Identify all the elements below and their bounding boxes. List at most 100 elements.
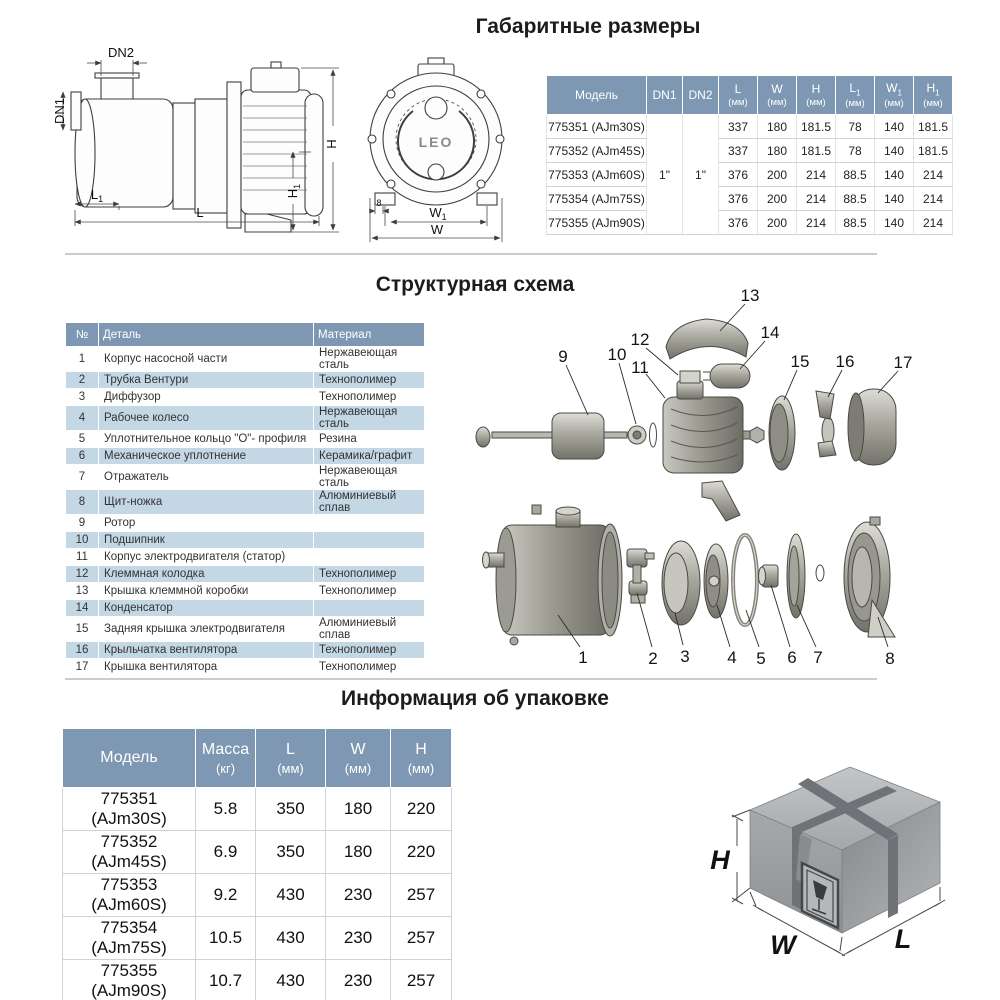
part-num: 3: [65, 388, 99, 406]
table-row: 10 Подшипник: [65, 531, 425, 549]
value-cell: 88.5: [835, 186, 875, 211]
table-row: 775351 (AJm30S) 1" 1" 337 180 181.5 78 1…: [546, 114, 953, 235]
part-name: Щит-ножка: [98, 489, 314, 515]
pump-side-view-drawing: DN2 DN1 H H1 L1 L: [55, 45, 339, 233]
part-label-6: 6: [787, 648, 796, 667]
table-row: 8 Щит-ножка Алюминиевый сплав: [65, 489, 425, 515]
part-num: 12: [65, 565, 99, 583]
dimension-lines: [60, 60, 339, 233]
table-row: 775354 (AJm75S) 10.5 430 230 257: [62, 916, 452, 960]
pack-col-model: Модель: [62, 728, 196, 788]
dim-col-l1: L1 (мм): [835, 75, 875, 115]
value-cell: 337: [718, 138, 758, 163]
table-row: 12 Клеммная колодка Технополимер: [65, 565, 425, 583]
part-name: Крыльчатка вентилятора: [98, 641, 314, 659]
part-label-2: 2: [648, 649, 657, 668]
pack-col-w: W (мм): [325, 728, 391, 788]
part-material: Алюминиевый сплав: [313, 489, 425, 515]
pack-header-row: Модель Масса (кг) L (мм) W (мм) H (мм): [62, 728, 452, 788]
value-cell: 140: [874, 162, 914, 187]
value-cell: 350: [255, 787, 326, 831]
section-divider: [65, 253, 877, 255]
table-row: 3 Диффузор Технополимер: [65, 388, 425, 406]
value-cell: 230: [325, 873, 391, 917]
value-cell: 214: [913, 210, 953, 235]
part-label-12: 12: [631, 330, 650, 349]
value-cell: 220: [390, 830, 452, 874]
section-title-packaging: Информация об упаковке: [341, 687, 609, 710]
model-cell: 775355 (AJm90S): [546, 210, 647, 235]
table-row: 15 Задняя крышка электродвигателя Алюминие…: [65, 616, 425, 642]
box-dim-w: W: [770, 930, 798, 960]
value-cell: 214: [913, 162, 953, 187]
dim-label-w1: W1: [429, 205, 446, 222]
mass-cell: 10.5: [195, 916, 256, 960]
part-name: Конденсатор: [98, 599, 314, 617]
model-cell: 775352 (AJm45S): [546, 138, 647, 163]
dim-col-dn2: DN2: [682, 75, 719, 115]
part-name: Корпус электродвигателя (статор): [98, 548, 314, 566]
part-num: 15: [65, 616, 99, 642]
pack-col-mass: Масса (кг): [195, 728, 256, 788]
model-cell: 775351 (AJm30S): [546, 114, 647, 139]
value-cell: 230: [325, 959, 391, 1000]
value-cell: 180: [757, 138, 797, 163]
value-cell: 214: [796, 186, 836, 211]
value-cell: 181.5: [796, 138, 836, 163]
leader-lines: [557, 303, 899, 648]
mass-cell: 5.8: [195, 787, 256, 831]
part-label-8: 8: [885, 649, 894, 668]
part-material: [313, 531, 425, 549]
dim-label-h: H: [324, 139, 339, 148]
pump-outline: [70, 61, 324, 233]
part-material: Керамика/графит: [313, 447, 425, 465]
table-row: 13 Крышка клеммной коробки Технополимер: [65, 582, 425, 600]
value-cell: 200: [757, 210, 797, 235]
dim-label-l: L: [196, 205, 203, 220]
part-num: 8: [65, 489, 99, 515]
table-row: 775353 (AJm60S) 376 200 214 88.5 140 214: [546, 162, 953, 187]
value-cell: 214: [796, 162, 836, 187]
part-name: Крышка вентилятора: [98, 658, 314, 676]
value-cell: 257: [390, 873, 452, 917]
part-labels: 1 2 3 4 5 6 7 8 9 10 11 12 13 14 15 16 1…: [558, 286, 912, 668]
part-material: [313, 514, 425, 532]
box-straps: [792, 778, 898, 918]
value-cell: 376: [718, 210, 758, 235]
model-cell: 775353 (AJm60S): [546, 162, 647, 187]
part-name: Трубка Вентури: [98, 371, 314, 389]
part-material: Нержавеющая сталь: [313, 405, 425, 431]
part-material: Технополимер: [313, 641, 425, 659]
value-cell: 78: [835, 114, 875, 139]
dim-col-model: Модель: [546, 75, 647, 115]
parts-header-row: № Деталь Материал: [65, 322, 425, 347]
part-material: Технополимер: [313, 658, 425, 676]
model-cell: 775351 (AJm30S): [62, 787, 196, 831]
value-cell: 140: [874, 114, 914, 139]
section-title-structure: Структурная схема: [375, 273, 575, 296]
dim-header-row: Модель DN1 DN2 L (мм) W (мм) H (мм) L1 (мм) …: [546, 75, 953, 115]
part-num: 4: [65, 405, 99, 431]
table-row: 775355 (AJm90S) 376 200 214 88.5 140 214: [546, 210, 953, 235]
part-num: 7: [65, 464, 99, 490]
dn2-value-cell: 1": [682, 114, 719, 235]
value-cell: 230: [325, 916, 391, 960]
part-label-4: 4: [727, 648, 736, 667]
value-cell: 257: [390, 959, 452, 1000]
part-name: Механическое уплотнение: [98, 447, 314, 465]
part-name: Подшипник: [98, 531, 314, 549]
part-name: Отражатель: [98, 464, 314, 490]
part-num: 17: [65, 658, 99, 676]
table-row: 6 Механическое уплотнение Керамика/графит: [65, 447, 425, 465]
table-row: 775352 (AJm45S) 337 180 181.5 78 140 181…: [546, 138, 953, 163]
dimensions-table: Модель DN1 DN2 L (мм) W (мм) H (мм) L1 (мм) …: [546, 75, 953, 235]
part-num: 10: [65, 531, 99, 549]
value-cell: 200: [757, 162, 797, 187]
table-row: 17 Крышка вентилятора Технополимер: [65, 658, 425, 676]
dim-label-h1: H1: [285, 184, 302, 198]
part-material: Технополимер: [313, 565, 425, 583]
value-cell: 214: [796, 210, 836, 235]
value-cell: 180: [325, 787, 391, 831]
part-material: Резина: [313, 430, 425, 448]
